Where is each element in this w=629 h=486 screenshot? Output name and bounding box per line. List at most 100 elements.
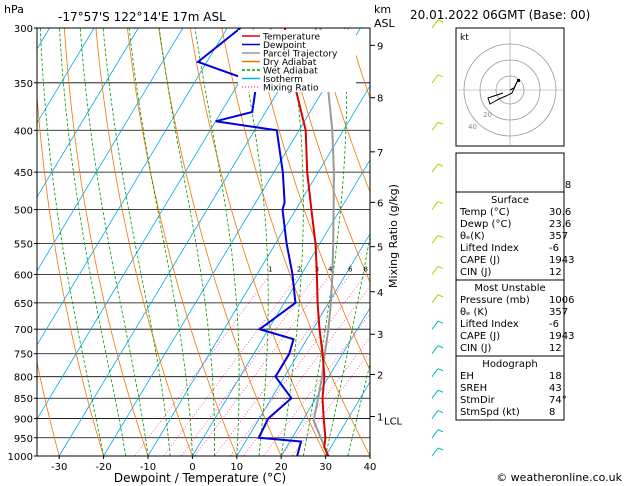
mixing-ratio-line (291, 351, 370, 456)
wind-barb (437, 163, 444, 167)
legend-entry: Temperature (262, 33, 320, 43)
dry-adiabat-line (252, 28, 370, 371)
pressure-tick-label: 1000 (8, 452, 33, 463)
wind-barbs (431, 19, 444, 457)
temperature-tick-label: -30 (51, 462, 67, 473)
wind-barb (431, 368, 439, 377)
most-unstable-table-row-value: -6 (549, 319, 559, 330)
pressure-tick-label: 700 (14, 325, 33, 336)
km-tick-label: 6 (377, 198, 383, 209)
dry-adiabat-line (189, 28, 326, 456)
most-unstable-table-row-label: θₑ (K) (460, 307, 488, 318)
wind-barb (437, 294, 444, 298)
wind-barb (437, 235, 444, 238)
legend-entry: Wet Adiabat (263, 67, 318, 77)
pressure-tick-label: 550 (14, 239, 33, 250)
temperature-tick-label: 20 (275, 462, 288, 473)
km-tick-label: 7 (377, 148, 383, 159)
most-unstable-table-row-label: CAPE (J) (460, 331, 500, 342)
wind-barb (431, 201, 439, 210)
legend-entry: Parcel Trajectory (263, 50, 338, 60)
wet-adiabat-line (128, 28, 193, 456)
surface-table-row-value: 12 (549, 267, 562, 278)
legend-entry: Isotherm (263, 75, 303, 85)
pressure-tick-label: 950 (14, 434, 33, 445)
dry-adiabat-line (284, 28, 370, 284)
km-tick-label: 2 (377, 370, 383, 381)
temperature-tick-label: 40 (364, 462, 377, 473)
surface-table-row-value: 30.6 (549, 207, 571, 218)
isotherm-line (37, 28, 228, 346)
asl-unit-label: ASL (374, 17, 396, 30)
surface-table-row-label: Lifted Index (460, 243, 519, 254)
wet-adiabat-line (303, 28, 348, 456)
wind-barb (431, 19, 439, 29)
dry-adiabat-line (37, 360, 60, 456)
isotherm-line (325, 381, 370, 456)
surface-table-title: Surface (491, 195, 529, 206)
temperature-tick-label: -10 (140, 462, 156, 473)
dewpoint-line (195, 28, 303, 456)
lcl-label: LCL (384, 417, 403, 428)
mixing-ratio-line (163, 274, 300, 456)
hodograph-trace (487, 79, 519, 105)
most-unstable-table-row-label: Pressure (mb) (460, 295, 530, 306)
surface-table-box (455, 191, 565, 281)
hodograph-table-row-label: StmSpd (kt) (460, 407, 520, 418)
pressure-tick-label: 750 (14, 350, 33, 361)
km-tick-label: 4 (377, 288, 383, 299)
isotherm-line (103, 28, 361, 456)
hodograph: kt 20 40 (455, 27, 565, 147)
wet-adiabat-line (59, 28, 127, 456)
km-tick-label: 1 (377, 413, 383, 424)
legend-entry: Mixing Ratio (263, 84, 319, 94)
dry-adiabat-line (127, 28, 238, 456)
copyright-footer: © weatheronline.co.uk (496, 471, 622, 484)
wet-adiabat-line (325, 234, 370, 456)
mixing-ratio-label: 25 (423, 265, 432, 273)
wind-barb (437, 121, 444, 125)
indices-box (455, 152, 565, 193)
plot-frame (36, 27, 371, 457)
hodograph-table-box (455, 355, 565, 421)
wind-barb (431, 294, 439, 304)
mixing-ratio-label: 1 (268, 265, 272, 273)
most-unstable-table-row-value: 357 (549, 307, 568, 318)
surface-table-row-value: 357 (549, 231, 568, 242)
isotherm-line (37, 28, 272, 420)
profile-lines (195, 28, 335, 456)
surface-table-row-label: θₑ(K) (460, 231, 485, 242)
temperature-tick-label: 0 (189, 462, 195, 473)
dry-adiabat-line (221, 28, 370, 456)
hodograph-table-row-value: 18 (549, 371, 562, 382)
temperature-tick-label: 10 (230, 462, 243, 473)
pressure-tick-label: 600 (14, 270, 33, 281)
dry-adiabat-line (315, 28, 370, 193)
isotherm-line (37, 28, 95, 124)
hpa-unit-label: hPa (4, 3, 24, 16)
isotherm-line (0, 28, 5, 456)
km-unit-label: km (374, 3, 391, 16)
surface-table-row-value: -6 (549, 243, 559, 254)
pressure-tick-label: 500 (14, 206, 33, 217)
km-tick-label: 5 (377, 243, 383, 254)
pressure-tick-label: 650 (14, 299, 33, 310)
temperature-tick-label: -20 (95, 462, 111, 473)
parcel-trajectory-line (312, 28, 335, 456)
most-unstable-table-row-value: 1006 (549, 295, 574, 306)
isotherm-line (192, 159, 370, 456)
hodograph-ring-label: 20 (483, 111, 492, 119)
pressure-tick-label: 450 (14, 168, 33, 179)
wind-barb (431, 410, 439, 419)
mixing-ratio-label: 6 (348, 265, 353, 273)
wet-adiabat-line (102, 28, 171, 456)
pressure-tick-label: 900 (14, 415, 33, 426)
most-unstable-table-title: Most Unstable (474, 283, 545, 294)
wind-barb (437, 19, 444, 23)
isotherm-line (147, 85, 370, 456)
hodograph-table-row-label: StmDir (460, 395, 495, 406)
dry-adiabat-line (599, 28, 629, 456)
